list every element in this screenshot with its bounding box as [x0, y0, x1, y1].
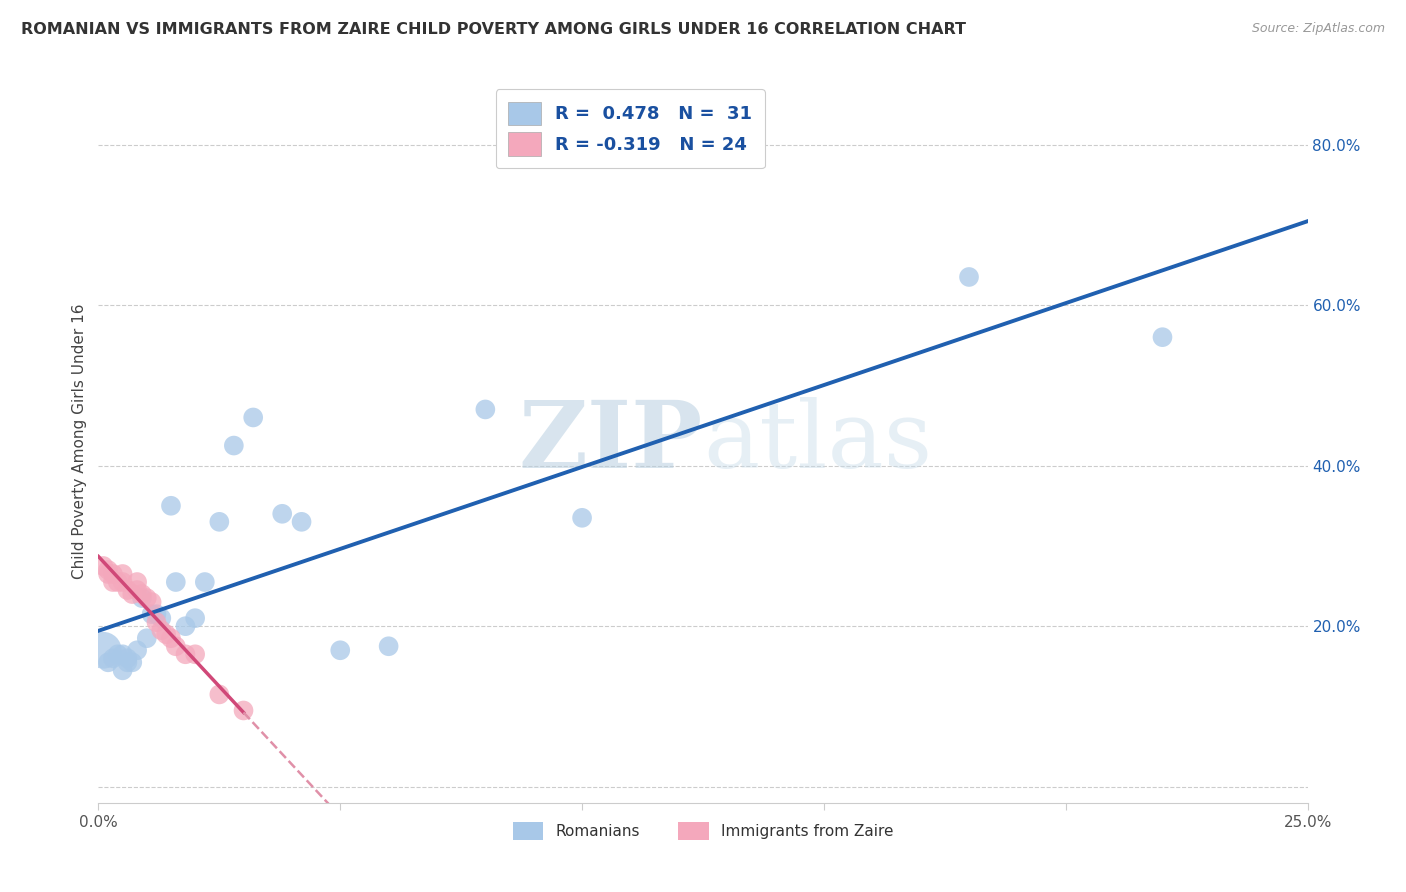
Point [111, 574, 134, 589]
Point [111, 664, 134, 678]
Point [107, 574, 129, 589]
Point [111, 567, 134, 582]
Point [165, 639, 187, 653]
Point [957, 269, 980, 284]
Point [117, 651, 139, 665]
Point [135, 591, 157, 606]
Y-axis label: Child Poverty Among Girls Under 16: Child Poverty Among Girls Under 16 [72, 304, 87, 579]
Point [127, 574, 149, 589]
Point [160, 499, 183, 513]
Point [117, 655, 139, 669]
Point [174, 619, 197, 633]
Point [208, 515, 231, 529]
Point [117, 583, 139, 598]
Point [145, 607, 167, 621]
Point [101, 567, 124, 582]
Point [91, 643, 114, 657]
Point [1152, 330, 1174, 344]
Point [145, 615, 167, 630]
Point [121, 655, 143, 669]
Point [101, 574, 124, 589]
Point [141, 595, 163, 609]
Point [127, 643, 149, 657]
Point [97, 567, 120, 582]
Point [194, 574, 217, 589]
Text: Source: ZipAtlas.com: Source: ZipAtlas.com [1251, 22, 1385, 36]
Point [165, 574, 187, 589]
Point [377, 639, 399, 653]
Point [131, 587, 153, 601]
Point [135, 632, 157, 646]
Text: ROMANIAN VS IMMIGRANTS FROM ZAIRE CHILD POVERTY AMONG GIRLS UNDER 16 CORRELATION: ROMANIAN VS IMMIGRANTS FROM ZAIRE CHILD … [21, 22, 966, 37]
Point [127, 583, 149, 598]
Point [121, 587, 143, 601]
Point [101, 651, 124, 665]
Point [184, 611, 207, 625]
Point [232, 703, 254, 717]
Point [222, 438, 245, 452]
Point [107, 648, 129, 662]
Point [242, 410, 264, 425]
Point [150, 623, 173, 637]
Point [97, 563, 120, 577]
Point [141, 607, 163, 621]
Point [150, 611, 173, 625]
Point [290, 515, 312, 529]
Point [131, 591, 153, 606]
Point [155, 627, 177, 641]
Point [271, 507, 294, 521]
Point [97, 655, 120, 669]
Point [474, 402, 496, 417]
Point [571, 510, 593, 524]
Point [111, 648, 134, 662]
Point [160, 632, 183, 646]
Point [329, 643, 352, 657]
Point [174, 648, 197, 662]
Legend: Romanians, Immigrants from Zaire: Romanians, Immigrants from Zaire [506, 816, 900, 846]
Text: ZIP: ZIP [519, 397, 703, 486]
Text: atlas: atlas [703, 397, 932, 486]
Point [184, 648, 207, 662]
Point [208, 687, 231, 701]
Point [91, 558, 114, 573]
